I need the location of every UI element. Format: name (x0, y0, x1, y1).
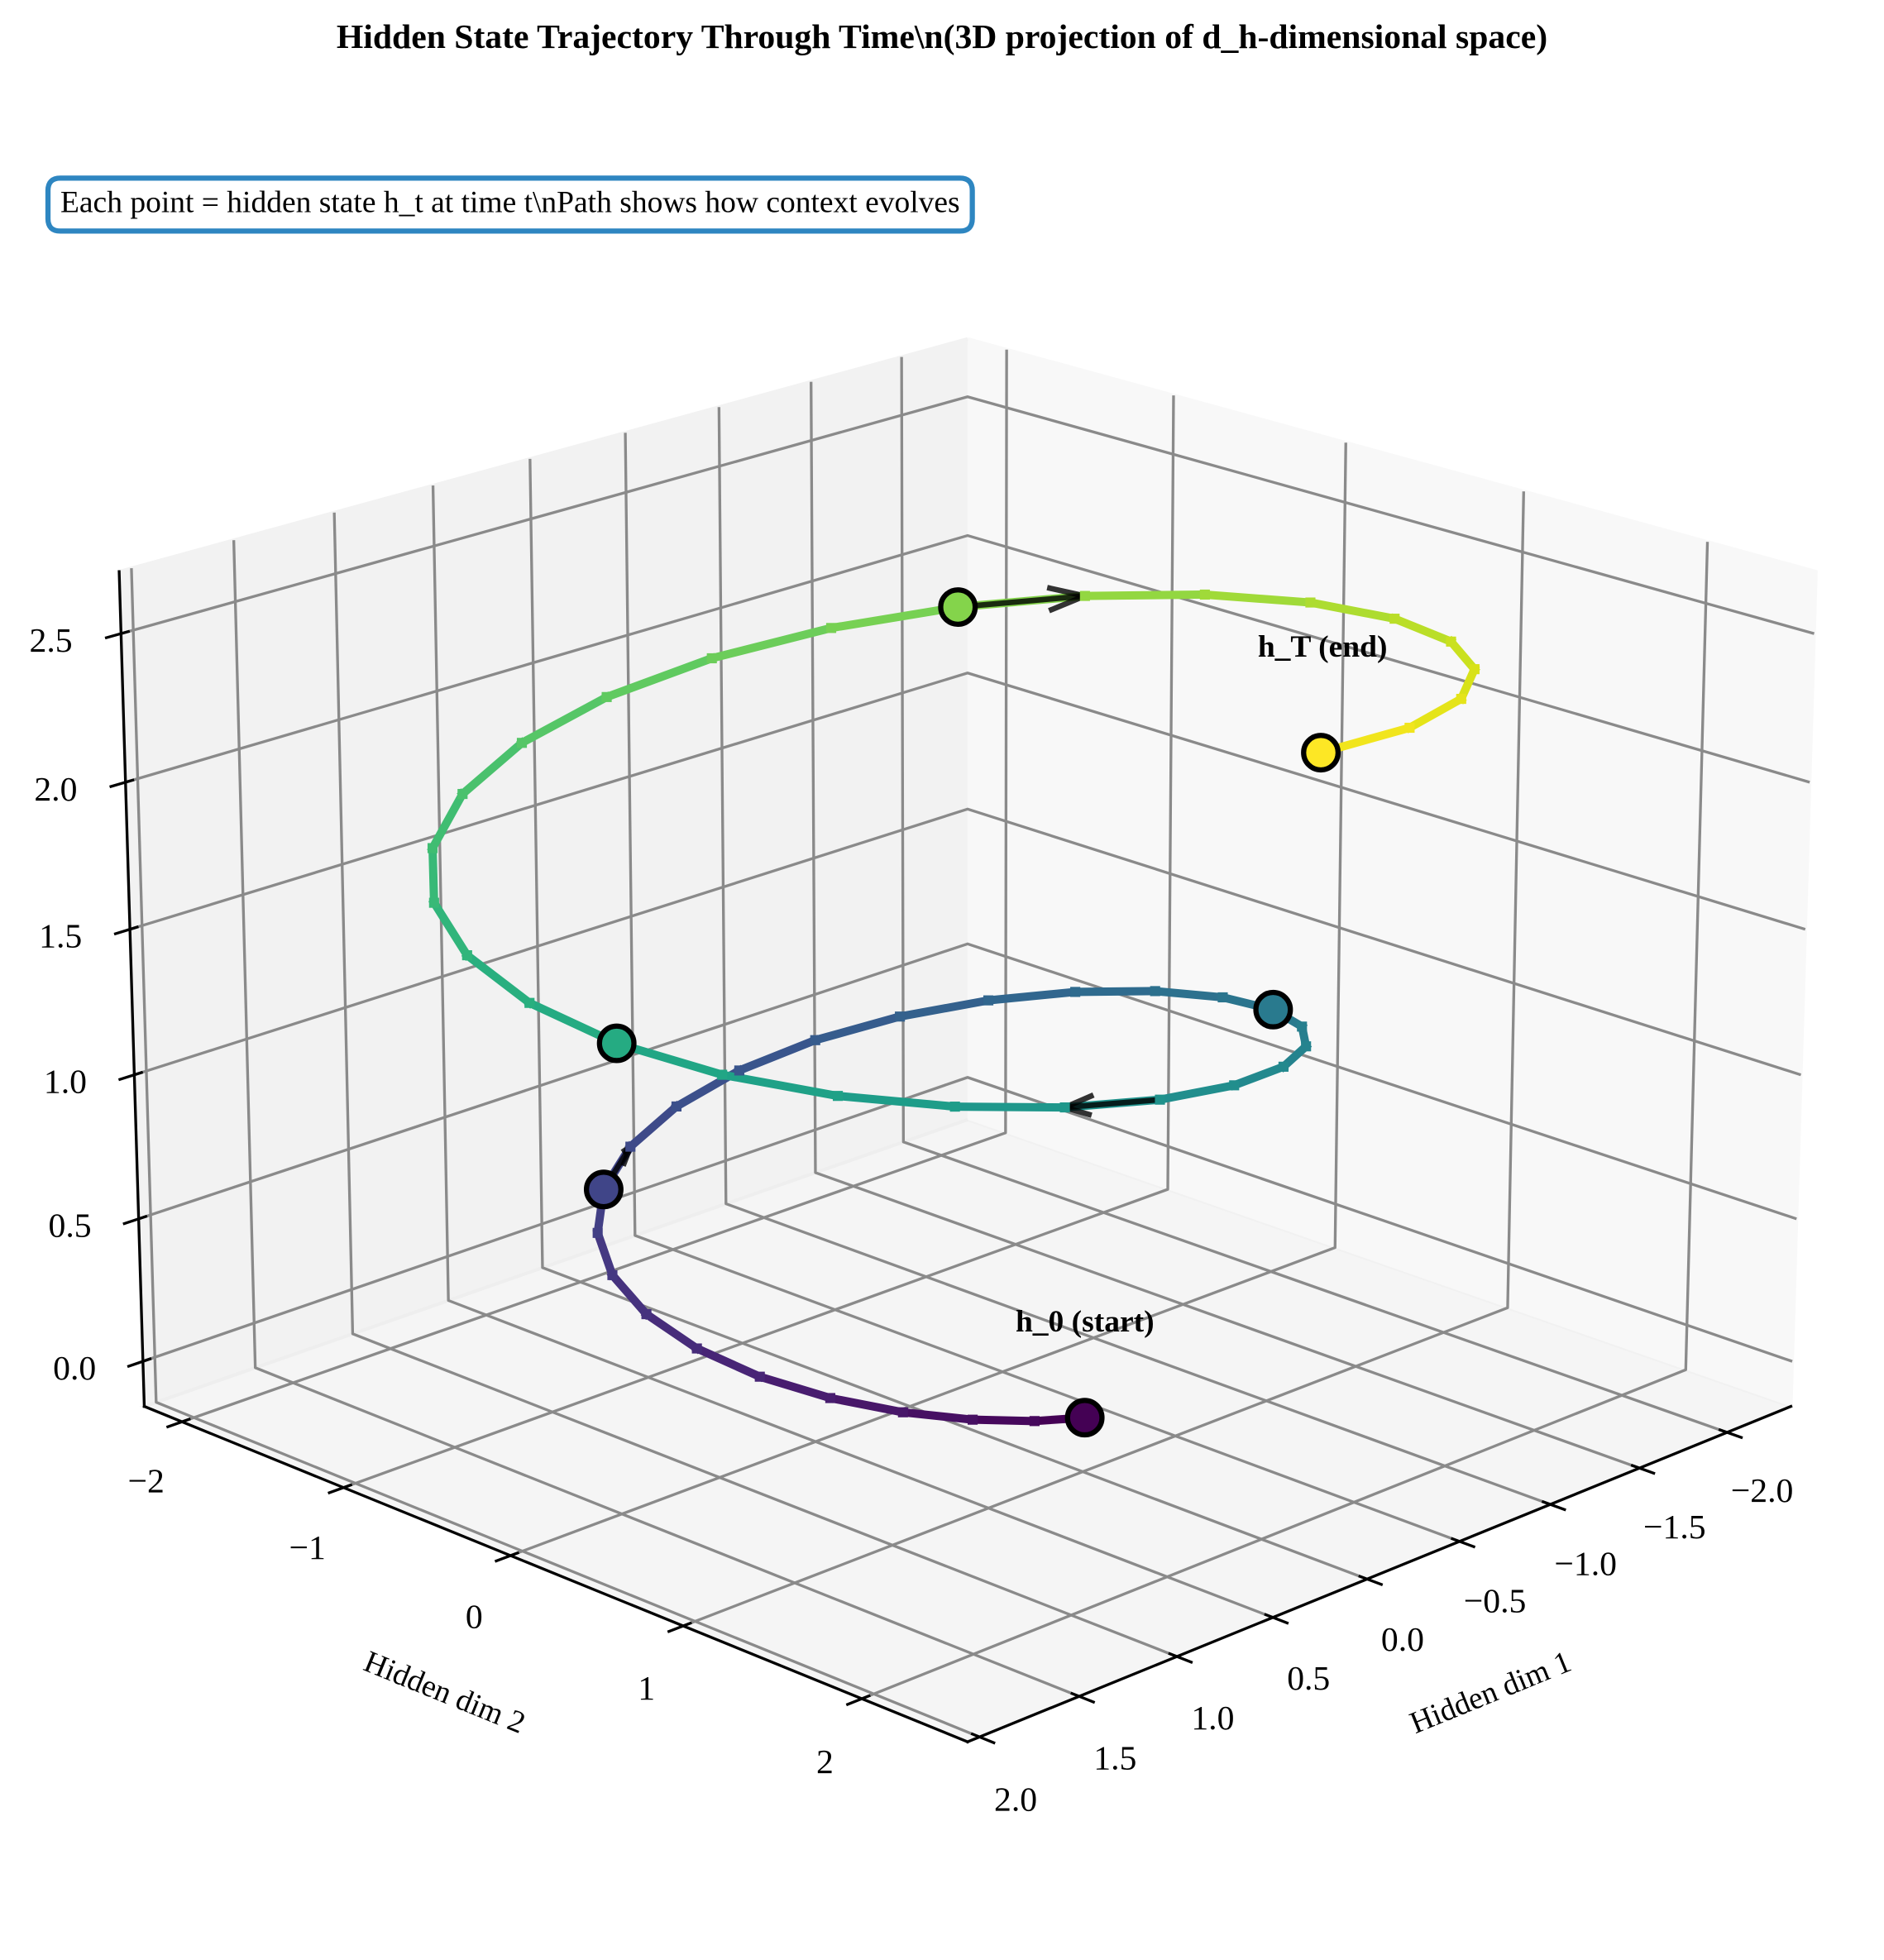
svg-text:0.0: 0.0 (1381, 1621, 1424, 1659)
svg-text:1.0: 1.0 (1191, 1699, 1234, 1738)
svg-text:−2: −2 (128, 1463, 165, 1501)
svg-text:Hidden State Trajectory Throug: Hidden State Trajectory Through Time\n(3… (337, 18, 1547, 56)
svg-text:2: 2 (816, 1743, 834, 1781)
svg-text:0.5: 0.5 (1287, 1660, 1330, 1698)
svg-text:1: 1 (638, 1670, 655, 1708)
svg-text:1.5: 1.5 (1093, 1740, 1136, 1778)
svg-text:Each point = hidden state h_t: Each point = hidden state h_t at time t\… (60, 185, 960, 219)
svg-text:−0.5: −0.5 (1464, 1583, 1527, 1621)
svg-text:0.5: 0.5 (49, 1207, 92, 1245)
svg-text:2.5: 2.5 (29, 622, 72, 660)
svg-text:2.0: 2.0 (34, 771, 77, 809)
svg-text:0.0: 0.0 (53, 1350, 96, 1388)
svg-text:1.5: 1.5 (39, 918, 82, 956)
svg-text:1.0: 1.0 (44, 1064, 87, 1102)
svg-text:−1.0: −1.0 (1554, 1545, 1617, 1583)
svg-text:h_0 (start): h_0 (start) (1016, 1305, 1155, 1339)
svg-text:2.0: 2.0 (994, 1781, 1037, 1819)
svg-text:−2.0: −2.0 (1731, 1472, 1794, 1510)
svg-text:h_T (end): h_T (end) (1258, 630, 1388, 664)
svg-text:−1: −1 (289, 1529, 326, 1567)
svg-text:0: 0 (466, 1599, 483, 1637)
svg-text:−1.5: −1.5 (1643, 1508, 1706, 1546)
